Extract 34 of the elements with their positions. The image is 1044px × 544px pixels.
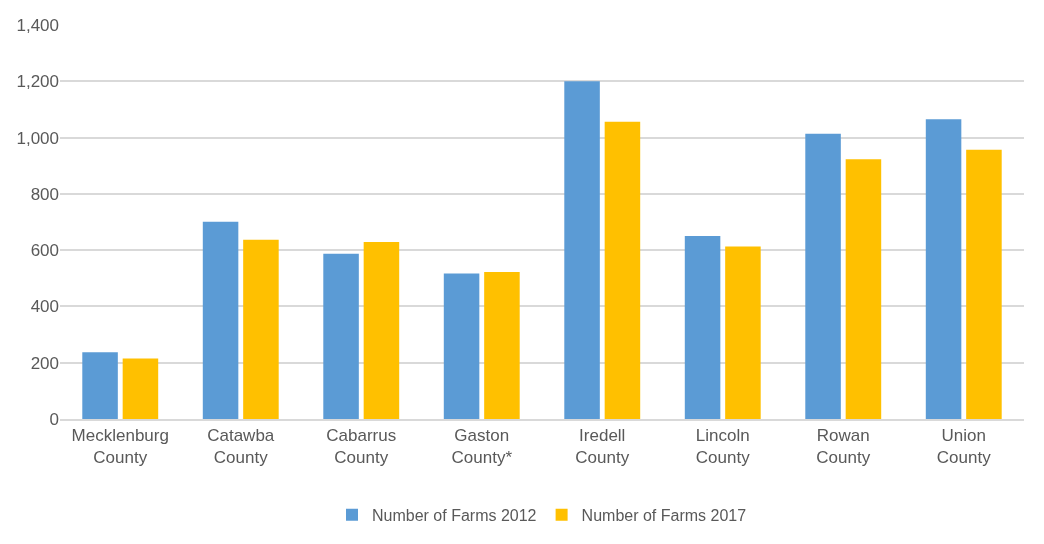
bar — [604, 121, 641, 419]
bar — [564, 81, 600, 419]
y-tick-label: 1,000 — [16, 128, 59, 148]
x-tick-label: Cabarrus County — [326, 426, 397, 468]
x-tick-label: Rowan County — [816, 426, 871, 468]
x-tick-label: Lincoln County — [695, 426, 751, 468]
x-tick-label: Union County — [936, 426, 992, 468]
y-tick-label: 600 — [30, 241, 59, 261]
x-tick-label: Iredell County — [575, 426, 630, 468]
bar — [484, 272, 520, 419]
x-tick-label: Gaston County* — [451, 426, 513, 468]
y-tick-label: 800 — [30, 184, 59, 204]
y-tick-label: 0 — [49, 409, 59, 429]
y-tick-label: 400 — [30, 297, 59, 317]
bar — [323, 253, 359, 419]
legend-label: Number of Farms 2017 — [581, 506, 747, 524]
y-tick-label: 1,400 — [16, 15, 59, 35]
bar — [243, 239, 279, 419]
bar — [443, 273, 480, 419]
x-tick-label: Mecklenburg County — [71, 426, 169, 468]
legend-label: Number of Farms 2012 — [372, 506, 537, 524]
bar — [805, 133, 841, 419]
bar — [82, 352, 118, 419]
bar — [725, 246, 761, 419]
bar — [122, 358, 159, 419]
bar — [684, 236, 721, 419]
y-tick-label: 1,200 — [16, 72, 59, 92]
bar — [202, 221, 239, 419]
bar — [845, 159, 882, 419]
bar — [966, 149, 1002, 419]
y-tick-label: 200 — [30, 353, 59, 373]
bar — [925, 119, 962, 419]
x-tick-label: Catawba County — [207, 426, 275, 468]
bar — [363, 241, 400, 419]
